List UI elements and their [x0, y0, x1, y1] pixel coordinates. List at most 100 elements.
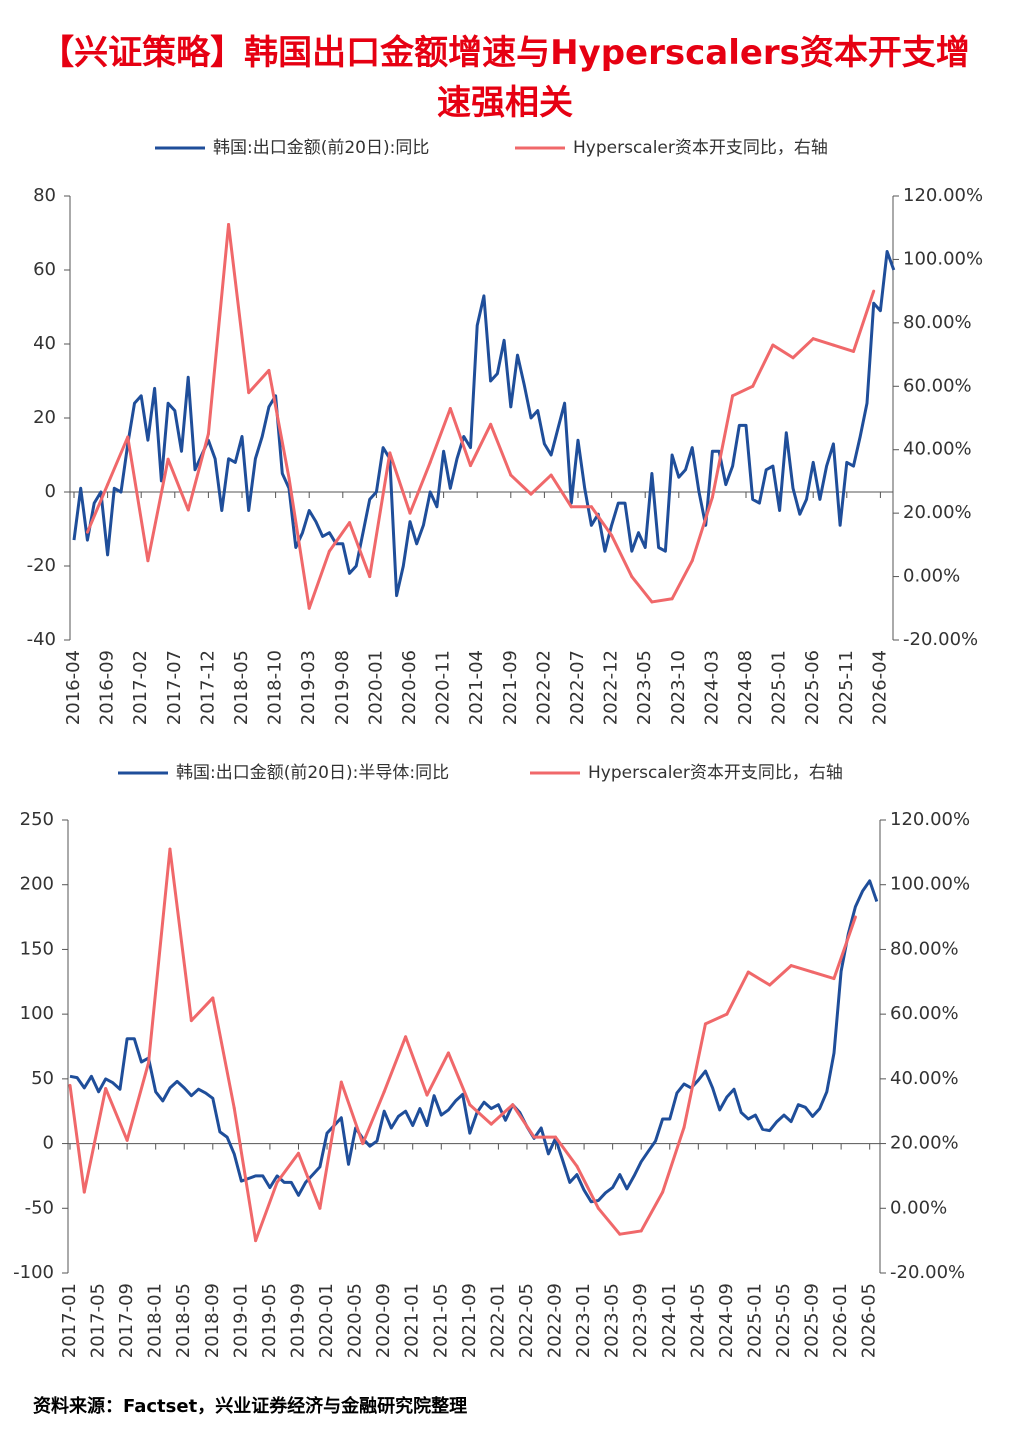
x-tick-label: 2017-05: [88, 1283, 109, 1358]
series-segment: [690, 495, 714, 563]
y2-tick-label: 100.00%: [903, 248, 983, 269]
x-tick-label: 2016-09: [97, 650, 118, 725]
title: 【兴证策略】韩国出口金额增速与Hyperscalers资本开支增速强相关: [40, 33, 970, 123]
series-segment: [408, 460, 432, 515]
x-tick-label: 2017-01: [59, 1283, 80, 1358]
series-segment: [589, 505, 614, 537]
series-segment: [211, 996, 236, 1110]
series-segment: [682, 1022, 707, 1129]
y-tick-label: 60: [33, 259, 56, 280]
x-tick-label: 2020-09: [373, 1283, 394, 1358]
y-tick-label: 0: [45, 481, 56, 502]
series-segment: [468, 422, 493, 468]
x-tick-label: 2023-10: [668, 650, 689, 725]
series-segment: [789, 964, 815, 974]
x-tick-label: 2021-05: [430, 1283, 451, 1358]
series-segment: [267, 368, 291, 480]
x-tick-label: 2020-01: [316, 1283, 337, 1358]
series-segment: [549, 473, 573, 509]
series-segment: [661, 1125, 686, 1194]
series-segment: [428, 406, 452, 464]
x-tick-label: 2018-05: [231, 650, 252, 725]
series-segment: [227, 223, 251, 395]
x-tick-label: 2019-09: [287, 1283, 308, 1358]
series-segment: [186, 432, 210, 512]
x-tick-label: 2018-01: [145, 1283, 166, 1358]
y2-tick-label: 20.00%: [890, 1133, 959, 1154]
y2-tick-label: 60.00%: [890, 1003, 959, 1024]
y2-tick-label: -20.00%: [903, 629, 978, 650]
series-segment: [125, 1061, 151, 1142]
x-tick-label: 2019-03: [298, 650, 319, 725]
series-segment: [703, 1012, 729, 1026]
x-tick-label: 2022-09: [545, 1283, 566, 1358]
series-segment: [146, 457, 170, 563]
x-tick-label: 2023-05: [634, 650, 655, 725]
y2-tick-label: 40.00%: [890, 1068, 959, 1089]
series-segment: [630, 575, 654, 604]
x-tick-label: 2024-08: [735, 650, 756, 725]
series-segment: [287, 476, 311, 610]
series-segment: [254, 1180, 279, 1243]
series-segment: [725, 970, 750, 1016]
x-tick-label: 2018-05: [173, 1283, 194, 1358]
y-tick-label: 150: [20, 938, 54, 959]
series-segment: [388, 451, 412, 515]
x-tick-label: 2025-09: [802, 1283, 823, 1358]
series-segment: [82, 1087, 108, 1194]
series-segment: [448, 406, 472, 468]
y-tick-label: 80: [33, 185, 56, 206]
series-segment: [489, 1103, 515, 1126]
x-tick-label: 2022-01: [487, 1283, 508, 1358]
series-segment: [751, 343, 775, 388]
y2-tick-label: -20.00%: [890, 1262, 965, 1283]
y2-tick-label: 0.00%: [890, 1197, 947, 1218]
x-tick-label: 2025-11: [836, 650, 857, 725]
series-segment: [206, 223, 231, 436]
series-segment: [529, 473, 553, 496]
series-segment: [610, 533, 634, 579]
x-tick-label: 2021-09: [500, 650, 521, 725]
series-segment: [831, 343, 856, 353]
series-segment: [468, 1103, 493, 1126]
x-tick-label: 2019-08: [332, 650, 353, 725]
x-tick-label: 2020-06: [399, 650, 420, 725]
x-tick-label: 2021-09: [459, 1283, 480, 1358]
y-tick-label: 0: [43, 1133, 54, 1154]
series-segment: [147, 847, 172, 1065]
series-segment: [361, 1090, 386, 1146]
y2-tick-label: 20.00%: [903, 502, 972, 523]
series-segment: [368, 451, 392, 579]
x-tick-label: 2023-01: [573, 1283, 594, 1358]
series-segment: [425, 1051, 450, 1097]
series-line: [72, 250, 896, 598]
y2-tick-label: 120.00%: [903, 185, 983, 206]
series-segment: [509, 473, 533, 496]
x-tick-label: 2020-11: [433, 650, 454, 725]
series-segment: [106, 435, 130, 487]
series-segment: [446, 1051, 472, 1107]
series-segment: [768, 964, 793, 987]
y2-tick-label: 0.00%: [903, 566, 960, 587]
x-tick-label: 2024-05: [687, 1283, 708, 1358]
series-segment: [296, 1151, 322, 1210]
y2-tick-label: 80.00%: [903, 312, 972, 333]
x-tick-label: 2022-12: [601, 650, 622, 725]
x-tick-label: 2022-05: [516, 1283, 537, 1358]
x-tick-label: 2025-01: [744, 1283, 765, 1358]
series-segment: [811, 970, 836, 981]
x-tick-label: 2024-03: [701, 650, 722, 725]
y2-tick-label: 60.00%: [903, 375, 972, 396]
series-segment: [168, 847, 193, 1023]
series-segment: [166, 457, 190, 512]
series-segment: [852, 289, 876, 353]
series-segment: [348, 521, 372, 579]
x-tick-label: 2025-05: [773, 1283, 794, 1358]
x-tick-label: 2026-01: [830, 1283, 851, 1358]
y2-tick-label: 80.00%: [890, 938, 959, 959]
series-segment: [318, 1080, 343, 1210]
y2-tick-label: 120.00%: [890, 809, 970, 830]
series-segment: [511, 1103, 536, 1139]
series-segment: [339, 1080, 365, 1146]
